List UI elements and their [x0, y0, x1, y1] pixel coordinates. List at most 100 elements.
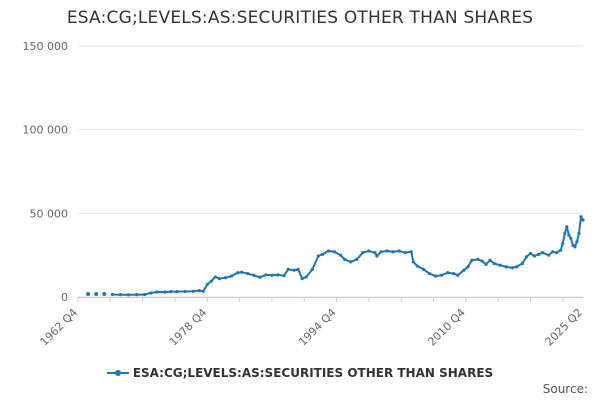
- data-point[interactable]: [547, 253, 551, 257]
- data-point[interactable]: [355, 257, 359, 261]
- data-point[interactable]: [579, 215, 583, 219]
- data-point[interactable]: [520, 261, 525, 266]
- data-point[interactable]: [217, 276, 221, 281]
- data-point[interactable]: [326, 249, 331, 253]
- data-point[interactable]: [484, 262, 488, 266]
- data-point[interactable]: [561, 241, 565, 246]
- data-point[interactable]: [246, 271, 250, 276]
- data-point[interactable]: [551, 250, 555, 254]
- data-point[interactable]: [470, 258, 474, 262]
- data-point[interactable]: [536, 252, 541, 256]
- data-point[interactable]: [565, 225, 569, 229]
- data-point[interactable]: [175, 290, 179, 294]
- data-point[interactable]: [349, 260, 353, 264]
- data-point[interactable]: [577, 231, 581, 236]
- data-point[interactable]: [282, 273, 286, 278]
- data-point[interactable]: [573, 245, 577, 249]
- data-point[interactable]: [191, 289, 195, 293]
- data-point[interactable]: [528, 251, 533, 256]
- data-point[interactable]: [409, 250, 413, 254]
- data-point[interactable]: [421, 267, 426, 271]
- data-point[interactable]: [391, 250, 395, 254]
- data-point[interactable]: [292, 268, 296, 272]
- data-point[interactable]: [149, 291, 153, 295]
- data-point[interactable]: [411, 260, 415, 264]
- data-point[interactable]: [205, 282, 209, 287]
- data-point[interactable]: [446, 271, 450, 275]
- data-point[interactable]: [466, 265, 470, 269]
- data-point[interactable]: [235, 271, 240, 275]
- data-point[interactable]: [304, 275, 308, 279]
- data-point[interactable]: [403, 251, 407, 255]
- data-point[interactable]: [229, 274, 234, 278]
- data-point[interactable]: [316, 254, 320, 258]
- data-point[interactable]: [524, 255, 529, 259]
- data-point[interactable]: [183, 289, 187, 294]
- data-point[interactable]: [310, 267, 314, 271]
- data-point[interactable]: [276, 273, 280, 277]
- data-point[interactable]: [440, 273, 444, 277]
- data-point[interactable]: [559, 248, 563, 252]
- data-point[interactable]: [286, 267, 290, 271]
- data-point[interactable]: [563, 231, 567, 236]
- data-point[interactable]: [415, 264, 419, 268]
- data-point[interactable]: [300, 276, 304, 281]
- data-point[interactable]: [343, 257, 347, 261]
- data-point[interactable]: [201, 289, 205, 293]
- data-point[interactable]: [118, 293, 123, 297]
- data-point[interactable]: [134, 293, 139, 297]
- data-point[interactable]: [240, 270, 244, 274]
- data-point[interactable]: [427, 271, 432, 276]
- data-point[interactable]: [385, 249, 389, 253]
- data-point[interactable]: [339, 253, 343, 257]
- series-line[interactable]: [86, 215, 585, 297]
- data-point[interactable]: [361, 251, 365, 255]
- data-point[interactable]: [143, 292, 147, 297]
- data-point[interactable]: [555, 251, 559, 255]
- data-point[interactable]: [213, 275, 217, 279]
- data-point[interactable]: [296, 267, 300, 271]
- data-point[interactable]: [456, 273, 460, 277]
- data-point[interactable]: [433, 274, 438, 278]
- data-point[interactable]: [163, 290, 167, 294]
- data-point[interactable]: [575, 240, 579, 244]
- data-point[interactable]: [569, 236, 573, 241]
- data-point[interactable]: [532, 254, 537, 258]
- data-point[interactable]: [197, 289, 201, 293]
- data-point[interactable]: [126, 293, 131, 297]
- data-point[interactable]: [110, 292, 114, 297]
- data-point[interactable]: [223, 276, 228, 280]
- data-point[interactable]: [155, 290, 159, 294]
- data-point[interactable]: [452, 271, 456, 276]
- data-point[interactable]: [541, 251, 545, 255]
- data-point[interactable]: [332, 250, 337, 254]
- data-point[interactable]: [320, 252, 325, 256]
- data-point[interactable]: [375, 254, 379, 258]
- data-point[interactable]: [169, 290, 173, 294]
- data-point[interactable]: [480, 259, 484, 263]
- y-tick-label: 0: [61, 291, 68, 304]
- data-point[interactable]: [504, 265, 508, 269]
- data-point[interactable]: [367, 249, 371, 253]
- data-point[interactable]: [373, 251, 377, 255]
- data-point[interactable]: [510, 266, 514, 270]
- legend[interactable]: ESA:CG;LEVELS:AS:SECURITIES OTHER THAN S…: [0, 366, 600, 380]
- data-point[interactable]: [252, 273, 256, 277]
- data-point[interactable]: [581, 218, 585, 222]
- data-point[interactable]: [86, 291, 91, 296]
- data-point[interactable]: [258, 275, 262, 279]
- data-point[interactable]: [476, 257, 480, 261]
- data-point[interactable]: [102, 291, 107, 296]
- data-point[interactable]: [94, 291, 99, 296]
- data-point[interactable]: [567, 233, 571, 237]
- data-point[interactable]: [488, 258, 492, 262]
- data-point[interactable]: [209, 279, 213, 283]
- data-point[interactable]: [492, 261, 496, 266]
- data-point[interactable]: [514, 265, 518, 269]
- data-point[interactable]: [498, 263, 502, 267]
- data-point[interactable]: [379, 250, 383, 254]
- data-point[interactable]: [397, 249, 401, 253]
- data-point[interactable]: [264, 273, 268, 277]
- data-point[interactable]: [462, 268, 466, 272]
- data-point[interactable]: [270, 273, 274, 277]
